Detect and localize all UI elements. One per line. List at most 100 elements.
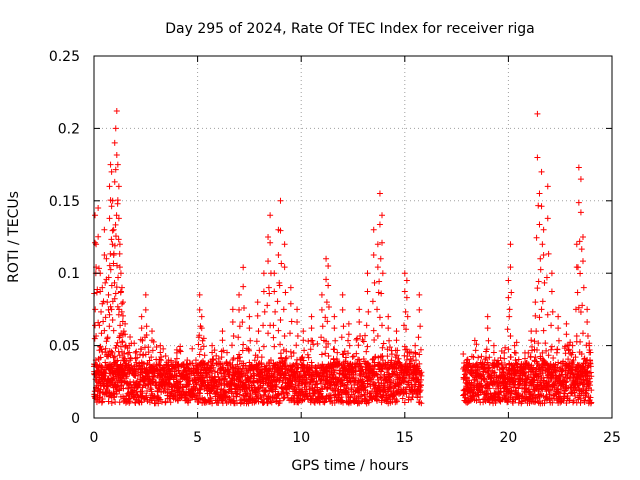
data-point bbox=[575, 164, 582, 171]
data-point bbox=[139, 390, 146, 397]
data-point bbox=[401, 378, 408, 385]
data-point bbox=[142, 291, 149, 298]
data-point bbox=[111, 242, 118, 249]
data-point bbox=[325, 352, 332, 359]
data-point bbox=[515, 356, 522, 363]
data-point bbox=[548, 270, 555, 277]
data-point bbox=[148, 388, 155, 395]
data-point bbox=[113, 342, 120, 349]
data-point bbox=[120, 328, 127, 335]
data-point bbox=[318, 386, 325, 393]
data-point bbox=[519, 398, 526, 405]
data-point bbox=[416, 351, 423, 358]
data-point bbox=[472, 347, 479, 354]
data-point bbox=[294, 306, 301, 313]
data-point bbox=[287, 330, 294, 337]
data-point bbox=[113, 108, 120, 115]
data-point bbox=[270, 334, 277, 341]
data-point bbox=[401, 399, 408, 406]
data-point bbox=[142, 306, 149, 313]
data-point bbox=[512, 357, 519, 364]
data-point bbox=[417, 382, 424, 389]
data-point bbox=[108, 306, 115, 313]
data-point bbox=[534, 110, 541, 117]
data-point bbox=[132, 349, 139, 356]
data-point bbox=[570, 361, 577, 368]
data-point bbox=[254, 299, 261, 306]
data-point bbox=[372, 353, 379, 360]
data-point bbox=[260, 322, 267, 329]
data-point bbox=[101, 251, 108, 258]
data-point bbox=[290, 350, 297, 357]
data-point bbox=[116, 241, 123, 248]
data-point bbox=[566, 397, 573, 404]
data-point bbox=[266, 359, 273, 366]
data-point bbox=[416, 360, 423, 367]
data-point bbox=[401, 288, 408, 295]
data-point bbox=[536, 314, 543, 321]
data-point bbox=[121, 350, 128, 357]
data-point bbox=[483, 355, 490, 362]
data-point bbox=[282, 355, 289, 362]
data-point bbox=[483, 348, 490, 355]
data-point bbox=[586, 347, 593, 354]
data-point bbox=[105, 291, 112, 298]
data-point bbox=[573, 332, 580, 339]
data-point bbox=[127, 334, 134, 341]
data-point bbox=[507, 264, 514, 271]
data-point bbox=[331, 325, 338, 332]
data-point bbox=[384, 353, 391, 360]
data-point bbox=[300, 337, 307, 344]
data-point bbox=[253, 338, 260, 345]
data-point bbox=[173, 372, 180, 379]
data-point bbox=[113, 284, 120, 291]
data-point bbox=[539, 298, 546, 305]
data-point bbox=[281, 264, 288, 271]
data-point bbox=[173, 355, 180, 362]
data-point bbox=[196, 291, 203, 298]
data-point bbox=[277, 350, 284, 357]
data-point bbox=[354, 335, 361, 342]
data-point bbox=[242, 362, 249, 369]
data-point bbox=[408, 357, 415, 364]
data-point bbox=[410, 353, 417, 360]
data-point bbox=[101, 327, 108, 334]
data-point bbox=[362, 396, 369, 403]
data-point bbox=[375, 354, 382, 361]
data-point bbox=[110, 327, 117, 334]
data-point bbox=[239, 347, 246, 354]
data-point bbox=[374, 264, 381, 271]
data-point bbox=[108, 236, 115, 243]
data-point bbox=[534, 154, 541, 161]
data-point bbox=[393, 337, 400, 344]
data-point bbox=[578, 351, 585, 358]
data-point bbox=[240, 283, 247, 290]
data-point bbox=[280, 306, 287, 313]
data-point bbox=[386, 337, 393, 344]
data-point bbox=[101, 226, 108, 233]
data-point bbox=[106, 348, 113, 355]
data-point bbox=[262, 387, 269, 394]
data-point bbox=[134, 354, 141, 361]
data-point bbox=[112, 290, 119, 297]
data-point bbox=[111, 139, 118, 146]
data-point bbox=[265, 284, 272, 291]
data-point bbox=[568, 360, 575, 367]
data-point bbox=[192, 357, 199, 364]
data-point bbox=[548, 288, 555, 295]
data-point bbox=[150, 338, 157, 345]
data-point bbox=[358, 391, 365, 398]
data-point bbox=[325, 303, 332, 310]
data-point bbox=[240, 264, 247, 271]
data-point bbox=[95, 205, 102, 212]
data-point bbox=[120, 331, 127, 338]
data-point bbox=[116, 399, 123, 406]
data-point bbox=[412, 357, 419, 364]
data-point bbox=[532, 299, 539, 306]
data-point bbox=[550, 395, 557, 402]
data-point bbox=[586, 340, 593, 347]
data-point bbox=[507, 354, 514, 361]
data-point bbox=[460, 350, 467, 357]
data-point bbox=[229, 319, 236, 326]
data-point bbox=[288, 380, 295, 387]
